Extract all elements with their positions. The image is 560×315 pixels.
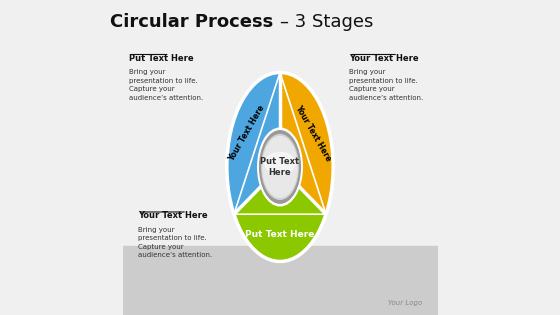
Text: Circular Process: Circular Process	[110, 13, 280, 31]
Ellipse shape	[260, 131, 300, 203]
Text: Your Text Here: Your Text Here	[138, 211, 208, 220]
Text: Put Text
Here: Put Text Here	[260, 157, 300, 177]
Polygon shape	[227, 72, 280, 214]
Text: Your Text Here: Your Text Here	[293, 103, 333, 163]
Polygon shape	[234, 186, 326, 261]
Ellipse shape	[262, 135, 298, 199]
Text: Put Text Here: Put Text Here	[245, 230, 315, 239]
Text: Your Logo: Your Logo	[388, 300, 422, 306]
Text: – 3 Stages: – 3 Stages	[280, 13, 374, 31]
Polygon shape	[280, 72, 333, 214]
Text: Your Text Here: Your Text Here	[349, 54, 419, 63]
Ellipse shape	[263, 136, 297, 198]
Ellipse shape	[265, 152, 295, 174]
Text: Bring your
presentation to life.
Capture your
audience’s attention.: Bring your presentation to life. Capture…	[138, 227, 212, 258]
Text: Put Text Here: Put Text Here	[129, 54, 193, 63]
Bar	[123, 246, 437, 315]
Text: Bring your
presentation to life.
Capture your
audience’s attention.: Bring your presentation to life. Capture…	[129, 69, 203, 101]
Bar	[123, 0, 437, 246]
Text: Bring your
presentation to life.
Capture your
audience’s attention.: Bring your presentation to life. Capture…	[349, 69, 423, 101]
Text: Your Text Here: Your Text Here	[227, 103, 267, 163]
